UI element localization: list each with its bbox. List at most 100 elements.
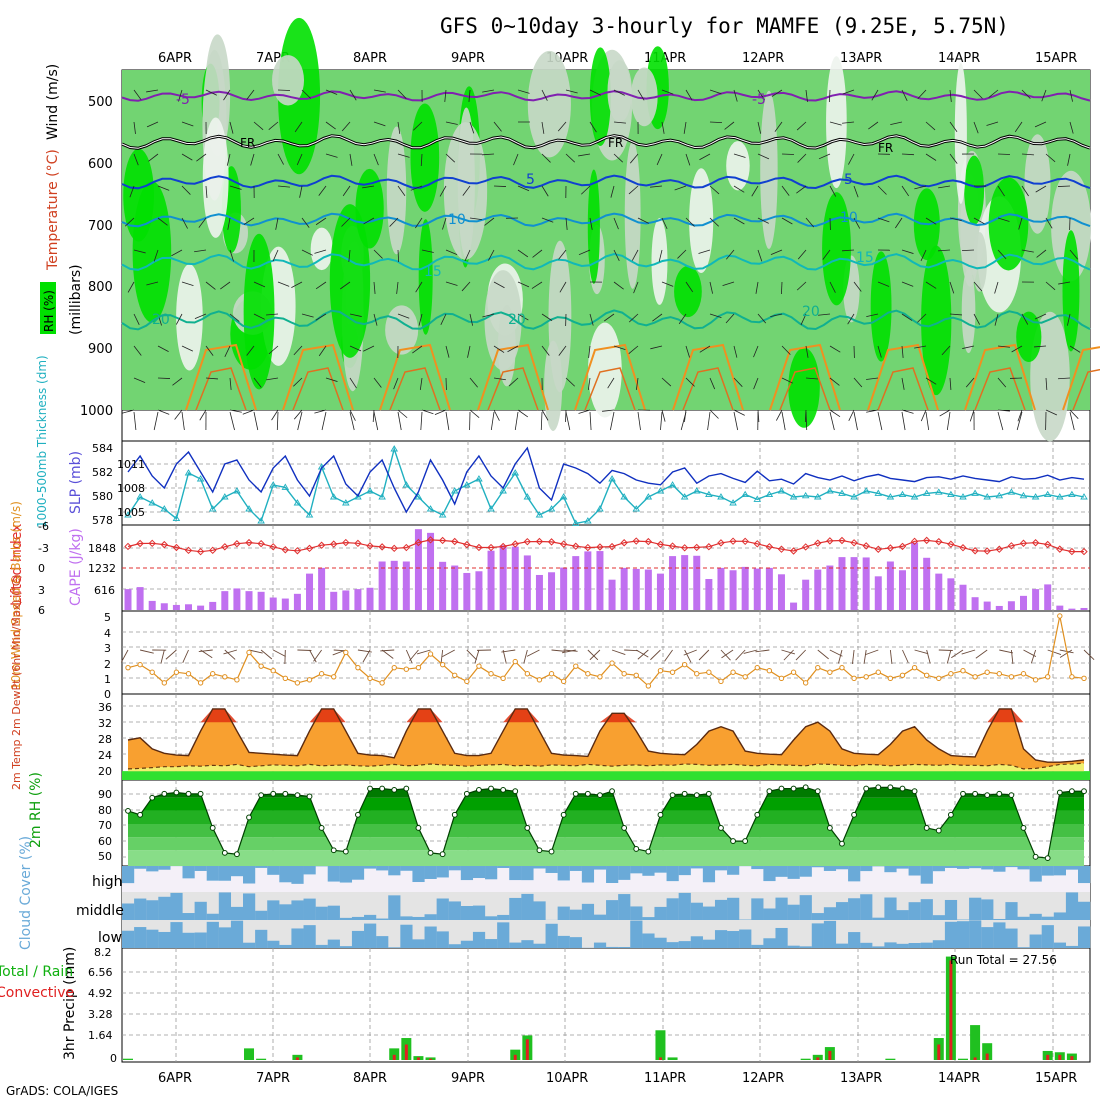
wind-barb	[864, 649, 879, 656]
wind-barb	[709, 281, 714, 294]
cloud-bar	[848, 866, 861, 882]
lifted-index-line	[127, 539, 1084, 553]
cloud-bar	[702, 906, 716, 920]
wind-speed-marker	[778, 675, 785, 682]
convective-bar	[295, 1057, 299, 1060]
wind-barb	[540, 411, 543, 431]
wind-barb	[551, 649, 566, 652]
wind-barb	[421, 409, 434, 415]
wind-barb	[751, 185, 759, 197]
cloud-bar	[509, 897, 522, 920]
cape-bar	[608, 579, 616, 610]
cloud-bar	[485, 866, 498, 880]
rh-marker	[609, 788, 615, 795]
cape-bar	[330, 591, 338, 610]
wind-speed-marker	[403, 666, 410, 672]
wind-barb	[243, 217, 255, 225]
wind-barb	[1083, 649, 1095, 661]
lifted-marker	[1019, 539, 1028, 547]
cloud-bar	[727, 897, 740, 920]
wind-barb	[220, 281, 231, 290]
wind-barb	[877, 281, 890, 287]
cloud-bar	[1078, 926, 1091, 948]
rh-marker	[1081, 788, 1087, 795]
wind-barb	[949, 89, 952, 102]
cloud-bar	[654, 866, 667, 873]
cloud-bar	[666, 898, 679, 920]
cloud-bar	[630, 906, 643, 920]
cloud-bar	[727, 931, 740, 948]
wind-barb	[589, 313, 594, 326]
wind-speed-marker	[911, 664, 918, 671]
cloud-bar	[751, 898, 764, 920]
wind-barb	[412, 345, 423, 354]
wind-barb	[796, 281, 807, 291]
wind-barb	[757, 217, 769, 224]
cloud-bar	[218, 866, 232, 881]
convective-bar	[1070, 1056, 1074, 1060]
thickness-line-marker	[402, 481, 411, 488]
rh-blob	[587, 169, 600, 284]
cloud-bar	[751, 866, 764, 870]
wind-barb	[683, 121, 687, 134]
wind-barb	[781, 377, 793, 384]
precip-bar	[256, 1058, 267, 1060]
cloud-bar	[581, 866, 595, 883]
rh-marker	[814, 788, 821, 795]
thickness-line-marker	[354, 493, 362, 500]
wind-barb	[181, 121, 194, 127]
thickness-line-marker	[898, 490, 907, 498]
wind-speed-marker	[185, 671, 192, 677]
thickness-line-marker	[1031, 493, 1040, 500]
wind-barb	[561, 649, 576, 654]
cloud-bar	[581, 903, 595, 920]
cape-bar	[681, 555, 689, 610]
cloud-bar	[969, 920, 982, 948]
wind-speed-marker	[1057, 613, 1063, 619]
wind-barb	[902, 649, 909, 663]
wind-barb	[461, 281, 471, 292]
wind-barb	[373, 411, 379, 431]
wind-barb	[975, 649, 988, 659]
date-label: 6APR	[158, 51, 192, 66]
cloud-bar	[376, 918, 389, 920]
wind-barb	[541, 121, 545, 134]
cloud-bar	[932, 940, 945, 948]
cloud-bar	[860, 942, 873, 948]
lifted-marker	[717, 539, 725, 547]
wind-speed-marker	[766, 668, 773, 674]
wind-barb	[133, 313, 140, 325]
wind-barb	[420, 153, 423, 167]
wind-barb	[146, 89, 159, 93]
cloud-bar	[485, 939, 498, 948]
wind-barb	[997, 411, 1004, 431]
ytick-label: 800	[88, 280, 113, 295]
thickness-line-marker	[136, 493, 144, 500]
wind-barb	[753, 345, 759, 358]
wind-barb	[325, 377, 338, 382]
wind-barb	[901, 249, 914, 254]
cloud-bar	[376, 866, 389, 871]
lifted-marker	[1056, 545, 1064, 553]
cape-bar	[136, 587, 144, 610]
lifted-marker	[426, 536, 435, 544]
wind-barb	[445, 345, 450, 358]
wind-barb	[181, 281, 194, 286]
wind-barb	[781, 281, 783, 295]
cloud-bar	[206, 913, 219, 920]
cloud-bar	[424, 926, 437, 948]
wind-barb	[129, 185, 135, 198]
wind-barb	[348, 249, 351, 262]
wind-barb	[938, 185, 951, 189]
date-label: 10APR	[546, 1071, 588, 1086]
wind-barb	[753, 377, 759, 390]
cloud-bar	[920, 899, 933, 920]
wind-barb	[685, 345, 690, 358]
cape-bar	[172, 604, 180, 610]
cape-bar	[281, 598, 289, 610]
wind-barb	[589, 411, 592, 431]
wind-barb	[349, 345, 362, 352]
rh-marker	[802, 784, 809, 791]
ytick-label: 1232	[88, 562, 116, 575]
convective-bar	[937, 1044, 941, 1060]
